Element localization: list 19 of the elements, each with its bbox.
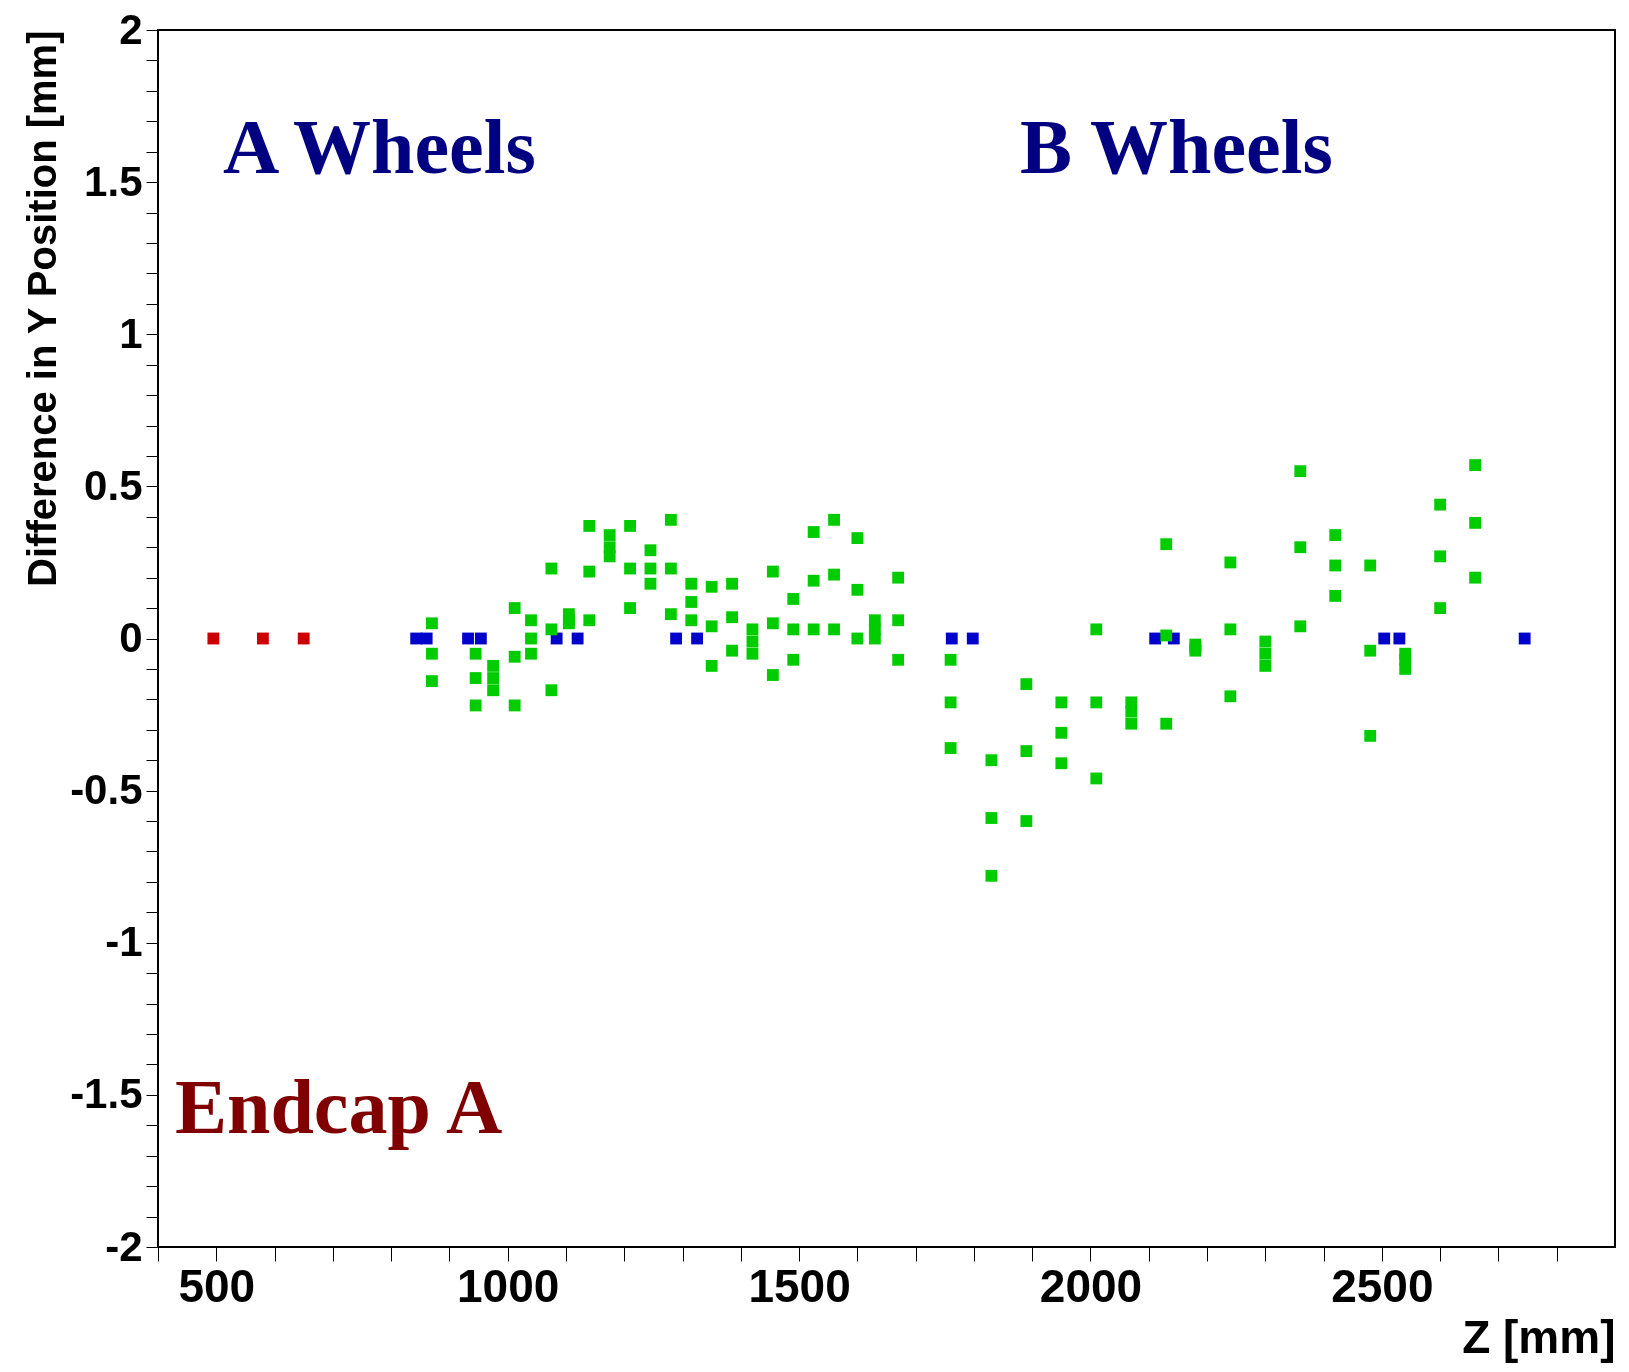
annotation: Endcap A (175, 1063, 503, 1150)
x-axis-title: Z [mm] (1462, 1310, 1616, 1363)
y-tick-label: 2 (119, 5, 143, 53)
y-axis-title: Difference in Y Position [mm] (20, 30, 65, 587)
y-tick-label: 1.5 (84, 157, 143, 205)
x-tick-label: 2500 (1331, 1259, 1434, 1312)
x-tick-label: 2000 (1039, 1259, 1143, 1312)
y-tick-label: 1 (119, 309, 143, 357)
y-tick-label: 0 (119, 614, 143, 661)
annotation: B Wheels (1020, 103, 1333, 190)
x-tick-label: 1500 (748, 1259, 851, 1312)
y-tick-label: -2 (105, 1222, 143, 1270)
y-tick-label: -1.5 (70, 1070, 143, 1118)
y-tick-label: 0.5 (84, 461, 143, 509)
annotation: A Wheels (223, 103, 536, 190)
x-tick-label: 500 (178, 1259, 256, 1312)
y-tick-label: -0.5 (70, 766, 143, 814)
x-tick-label: 1000 (457, 1259, 560, 1312)
y-tick-label: -1 (105, 918, 143, 966)
